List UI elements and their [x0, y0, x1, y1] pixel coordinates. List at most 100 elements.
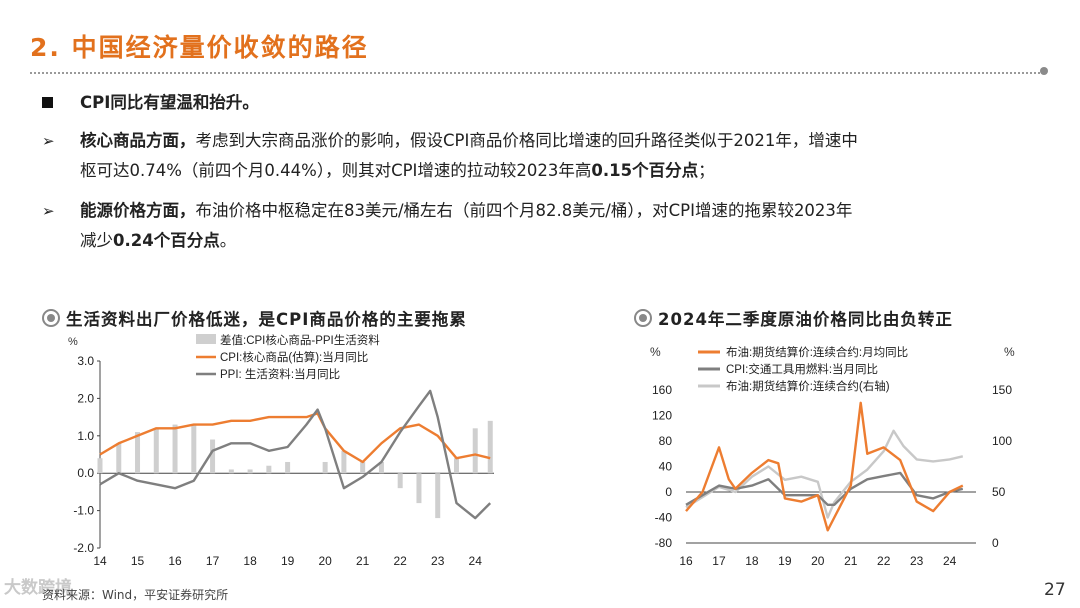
y-axis-unit: %	[68, 336, 78, 348]
bar-mark	[487, 420, 493, 474]
legend-label: PPI: 生活资料:当月同比	[220, 367, 340, 381]
y-tick-label: 0.0	[77, 466, 94, 480]
watermark: 大数跨境	[4, 578, 72, 598]
square-bullet-icon	[42, 88, 66, 118]
bar-mark	[435, 473, 441, 519]
bullet-text: 核心商品方面，考虑到大宗商品涨价的影响，假设CPI商品价格同比增速的回升路径类似…	[80, 126, 858, 186]
text-run: 减少	[80, 231, 113, 250]
left-tick-label: -40	[655, 511, 673, 525]
arrow-bullet-icon: ➢	[42, 132, 55, 150]
text-run: 0.24个百分点	[113, 231, 220, 250]
left-chart-heading: 生活资料出厂价格低迷，是CPI商品价格的主要拖累	[42, 306, 467, 330]
source-note: 资料来源：Wind，平安证券研究所	[42, 588, 229, 602]
x-tick-label: 19	[778, 554, 792, 568]
x-tick-label: 21	[844, 554, 858, 568]
legend-label: 差值:CPI核心商品-PPI生活资料	[220, 333, 380, 347]
text-run: CPI同比有望温和抬升。	[80, 93, 259, 112]
series-line	[685, 401, 964, 532]
x-tick-label: 14	[93, 554, 107, 568]
title-divider	[30, 72, 1044, 74]
y-tick-label: 1.0	[77, 429, 94, 443]
x-tick-label: 17	[206, 554, 220, 568]
x-tick-label: 22	[394, 554, 408, 568]
bar-mark	[228, 469, 234, 474]
legend-label: 布油:期货结算价:连续合约:月均同比	[726, 345, 908, 359]
arrow-bullet-icon: ➢	[42, 202, 55, 220]
right-tick-label: 100	[992, 434, 1012, 448]
left-tick-label: 0	[665, 485, 672, 499]
y-tick-label: 3.0	[77, 354, 94, 368]
legend-label: CPI:核心商品(估算):当月同比	[220, 350, 368, 364]
right-tick-label: 150	[992, 383, 1012, 397]
x-tick-label: 15	[131, 554, 145, 568]
y-tick-label: -2.0	[73, 541, 94, 555]
x-tick-label: 20	[318, 554, 332, 568]
bar-mark	[416, 473, 422, 504]
bullet-line: CPI同比有望温和抬升。	[80, 88, 259, 118]
bar-mark	[191, 424, 197, 474]
text-run: 考虑到大宗商品涨价的影响，假设CPI商品价格同比增速的回升路径类似于2021年，…	[195, 131, 858, 150]
y-tick-label: -1.0	[73, 504, 94, 518]
bar-mark	[341, 450, 347, 474]
legend-label: 布油:期货结算价:连续合约(右轴)	[726, 379, 890, 393]
radio-bullet-icon	[42, 309, 60, 327]
left-tick-label: 120	[652, 409, 672, 423]
bar-mark	[378, 461, 384, 474]
bar-mark	[153, 428, 159, 474]
legend-label: CPI:交通工具用燃料:当月同比	[726, 362, 878, 376]
text-run: 核心商品方面，	[80, 131, 196, 150]
slide-title: 2. 中国经济量价收敛的路径	[30, 33, 369, 62]
bullet-text: 能源价格方面，布油价格中枢稳定在83美元/桶左右（前四个月82.8美元/桶），对…	[80, 196, 852, 256]
left-chart: % 3.0 2.0 1.0 0.0 -1.0 -2.014 15 16 17 18 19 20 21 22 2…	[68, 333, 494, 568]
series-line	[99, 412, 491, 464]
x-tick-label: 21	[356, 554, 370, 568]
text-run: 布油价格中枢稳定在83美元/桶左右（前四个月82.8美元/桶），对CPI增速的拖…	[195, 201, 853, 220]
right-chart-title: 2024年二季度原油价格同比由负转正	[658, 310, 953, 329]
right-chart: % % 160 120 80 40 0 -40 -80 150 100 50 0 16 17 18 19 20 21…	[650, 345, 1015, 568]
x-tick-label: 23	[910, 554, 924, 568]
left-tick-label: -80	[655, 536, 673, 550]
bar-mark	[266, 465, 272, 474]
bullet-line: 枢可达0.74%（前四个月0.44%），则其对CPI增速的拉动较2023年高0.…	[80, 156, 858, 186]
text-run: 0.15个百分点	[591, 161, 699, 180]
right-tick-label: 0	[992, 536, 999, 550]
left-chart-title: 生活资料出厂价格低迷，是CPI商品价格的主要拖累	[66, 310, 467, 329]
bar-mark	[135, 432, 141, 474]
radio-bullet-icon	[634, 309, 652, 327]
bullet-line: 减少0.24个百分点。	[80, 226, 852, 256]
series-line	[99, 389, 492, 520]
x-tick-label: 24	[943, 554, 957, 568]
bar-mark	[360, 461, 366, 474]
bullet-line: 核心商品方面，考虑到大宗商品涨价的影响，假设CPI商品价格同比增速的回升路径类似…	[80, 126, 858, 156]
right-tick-label: 50	[992, 485, 1006, 499]
bar-mark	[97, 458, 103, 474]
text-run: ；	[698, 161, 715, 180]
bullet-line: 能源价格方面，布油价格中枢稳定在83美元/桶左右（前四个月82.8美元/桶），对…	[80, 196, 852, 226]
left-tick-label: 160	[652, 383, 672, 397]
bar-mark	[322, 461, 328, 474]
x-tick-label: 18	[243, 554, 257, 568]
x-tick-label: 19	[281, 554, 295, 568]
x-tick-label: 20	[811, 554, 825, 568]
x-tick-label: 16	[679, 554, 693, 568]
x-tick-label: 22	[877, 554, 891, 568]
bar-mark	[397, 473, 403, 489]
bar-mark	[116, 443, 122, 474]
bar-mark	[453, 458, 459, 474]
x-tick-label: 17	[712, 554, 726, 568]
legend-swatch	[196, 334, 216, 344]
bar-mark	[472, 428, 478, 474]
x-tick-label: 24	[469, 554, 483, 568]
text-run: 能源价格方面，	[80, 201, 196, 220]
left-axis-unit: %	[650, 345, 661, 359]
bar-mark	[172, 424, 178, 474]
left-tick-label: 80	[659, 434, 673, 448]
right-axis-unit: %	[1004, 345, 1015, 359]
bar-mark	[247, 469, 253, 474]
divider-end-dot	[1040, 67, 1048, 75]
page-number: 27	[1044, 580, 1066, 600]
left-tick-label: 40	[659, 460, 673, 474]
x-tick-label: 23	[431, 554, 445, 568]
y-tick-label: 2.0	[77, 391, 94, 405]
x-tick-label: 18	[745, 554, 759, 568]
